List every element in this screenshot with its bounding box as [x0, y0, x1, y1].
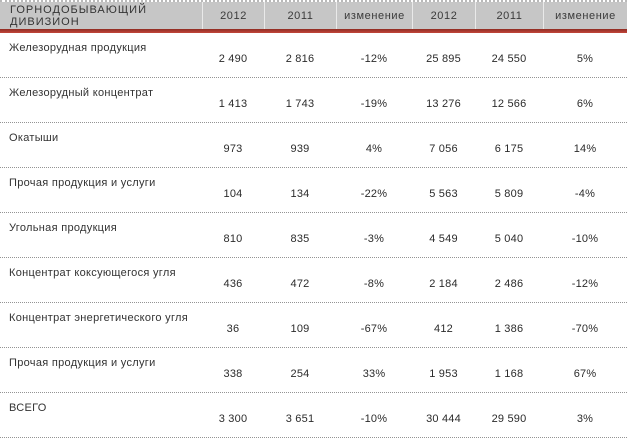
table-row: Прочая продукция и услуги 338 254 33% 1 …: [0, 348, 627, 393]
cell-value: -3%: [363, 232, 385, 245]
row-label: Окатыши: [9, 132, 59, 144]
table-row: Железорудный концентрат 1 413 1 743 -19%…: [0, 78, 627, 123]
cell-value: -4%: [574, 187, 596, 200]
table-header-row: ГОРНОДОБЫВАЮЩИЙ ДИВИЗИОН 2012 2011 измен…: [0, 2, 627, 29]
cell-value: -8%: [363, 277, 385, 290]
cell-value: 3 651: [285, 412, 315, 425]
cell-value: 254: [290, 367, 310, 380]
cell-value: 1 953: [429, 367, 458, 380]
cell-value: -67%: [360, 322, 388, 335]
cell-value: 5 040: [494, 232, 524, 245]
cell-value: 33%: [362, 367, 386, 380]
table-row-total: ВСЕГО 3 300 3 651 -10% 30 444 29 590 3%: [0, 393, 627, 438]
cell-value: 25 895: [426, 52, 461, 65]
cell-value: 5 809: [494, 187, 524, 200]
cell-value: 6 175: [494, 142, 524, 155]
cell-value: 1 413: [218, 97, 248, 110]
cell-value: 2 486: [494, 277, 524, 290]
cell-value: 14%: [573, 142, 597, 155]
cell-value: 2 490: [218, 52, 248, 65]
cell-value: 12 566: [491, 97, 527, 110]
row-label: Концентрат энергетического угля: [9, 312, 189, 324]
cell-value: 134: [290, 187, 310, 200]
cell-value: -10%: [571, 232, 599, 245]
row-label: Прочая продукция и услуги: [9, 177, 156, 189]
cell-value: 2 816: [285, 52, 315, 65]
cell-value: 4%: [365, 142, 383, 155]
cell-value: 1 386: [494, 322, 524, 335]
cell-value: -22%: [360, 187, 388, 200]
cell-value: 3%: [576, 412, 594, 425]
row-label: Прочая продукция и услуги: [9, 357, 156, 369]
column-header-2011-quarter: 2011: [264, 2, 336, 29]
cell-value: 67%: [573, 367, 597, 380]
table-row: Прочая продукция и услуги 104 134 -22% 5…: [0, 168, 627, 213]
cell-value: 24 550: [491, 52, 527, 65]
cell-value: 13 276: [426, 97, 461, 110]
cell-value: 338: [223, 367, 243, 380]
table-row: Железорудная продукция 2 490 2 816 -12% …: [0, 33, 627, 78]
row-label: Угольная продукция: [9, 222, 117, 234]
row-label: ВСЕГО: [9, 402, 47, 414]
cell-value: 4 549: [429, 232, 458, 245]
row-label: Железорудный концентрат: [9, 87, 154, 99]
cell-value: 973: [223, 142, 243, 155]
cell-value: 1 168: [494, 367, 524, 380]
cell-value: -10%: [360, 412, 388, 425]
cell-value: 29 590: [491, 412, 527, 425]
cell-value: 36: [226, 322, 240, 335]
cell-value: 2 184: [429, 277, 458, 290]
cell-value: 472: [290, 277, 310, 290]
column-header-2012-quarter: 2012: [202, 2, 264, 29]
table-row: Концентрат коксующегося угля 436 472 -8%…: [0, 258, 627, 303]
cell-value: 835: [290, 232, 310, 245]
column-header-change-quarter: изменение: [336, 2, 412, 29]
cell-value: 3 300: [218, 412, 248, 425]
table-row: Окатыши 973 939 4% 7 056 6 175 14%: [0, 123, 627, 168]
cell-value: -12%: [360, 52, 388, 65]
cell-value: 7 056: [429, 142, 458, 155]
cell-value: -70%: [571, 322, 599, 335]
cell-value: -19%: [360, 97, 388, 110]
table-row: Угольная продукция 810 835 -3% 4 549 5 0…: [0, 213, 627, 258]
cell-value: 939: [290, 142, 310, 155]
cell-value: 30 444: [426, 412, 461, 425]
cell-value: 5 563: [429, 187, 458, 200]
cell-value: 1 743: [285, 97, 315, 110]
table-row: Концентрат энергетического угля 36 109 -…: [0, 303, 627, 348]
cell-value: 5%: [576, 52, 594, 65]
cell-value: 412: [434, 322, 453, 335]
cell-value: 109: [290, 322, 310, 335]
cell-value: 436: [223, 277, 243, 290]
cell-value: 810: [223, 232, 243, 245]
header-accent-rule: [0, 29, 627, 33]
row-label: Концентрат коксующегося угля: [9, 267, 176, 279]
table-title: ГОРНОДОБЫВАЮЩИЙ ДИВИЗИОН: [10, 3, 147, 28]
column-header-change-year: изменение: [543, 2, 627, 29]
column-header-2012-year: 2012: [412, 2, 475, 29]
cell-value: 6%: [576, 97, 594, 110]
column-header-2011-year: 2011: [475, 2, 543, 29]
row-label: Железорудная продукция: [9, 42, 147, 54]
cell-value: -12%: [571, 277, 599, 290]
cell-value: 104: [223, 187, 243, 200]
